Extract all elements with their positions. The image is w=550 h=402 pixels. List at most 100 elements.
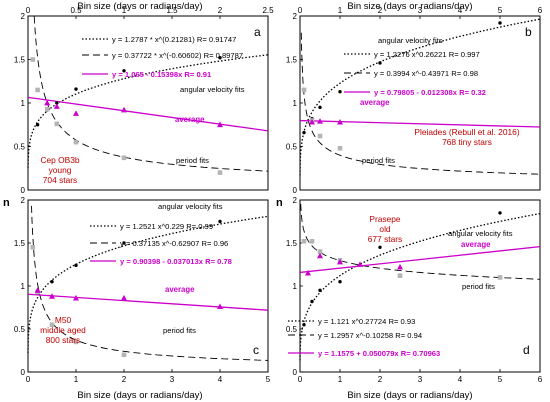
legend-text-dashed: y = 0.3994 x^-0.43971 R= 0.98 — [374, 69, 478, 78]
x-tick-label: 2 — [378, 6, 383, 15]
x-tick-label: 3 — [418, 375, 423, 384]
bottom-xlabel: Bin size (days or radians/day) — [77, 390, 202, 401]
x-tick-label: 2 — [122, 375, 127, 384]
angular-velocity-point — [55, 101, 59, 105]
period-fit-curve — [31, 205, 269, 361]
cluster-label-line: young — [49, 165, 72, 175]
angular-velocity-point — [74, 263, 78, 268]
x-tick-label: 0 — [26, 375, 31, 384]
y-tick-label: 1 — [293, 99, 298, 108]
y-tick-label: 0.5 — [286, 325, 298, 334]
y-tick-label: 2 — [21, 12, 26, 21]
x-tick-label: 1 — [74, 375, 79, 384]
angular-velocity-fits-label: angular velocity fits — [448, 229, 513, 238]
angular-velocity-point — [498, 21, 502, 25]
period-point — [301, 87, 307, 93]
period-point — [73, 139, 79, 145]
average-point — [121, 294, 127, 301]
legend-text-dotted: y = 1.121 x^0.27724 R= 0.93 — [318, 317, 415, 326]
angular-velocity-point — [318, 105, 322, 110]
average-fit-line — [27, 96, 269, 132]
period-point — [317, 249, 323, 254]
angular-velocity-point — [338, 280, 342, 284]
x-tick-label: 0 — [298, 6, 303, 15]
angular-velocity-fit-curve — [27, 215, 269, 354]
x-tick-label: 2 — [378, 375, 383, 384]
period-point — [217, 170, 223, 175]
period-fits-label: period fits — [176, 156, 209, 165]
panel-d: 0 1 2 3 4 5 6 0 0.5 1 1.5 2 y = 1.121 x^0.27724 R= 0… — [286, 196, 543, 384]
panel-frame — [299, 199, 541, 373]
x-tick-label: 1 — [338, 6, 343, 15]
cluster-label-line: 800 stars — [46, 335, 80, 345]
cluster-label-line: Pleiades (Rebull et al. 2016) — [414, 127, 519, 137]
panel-a: 0 0.5 1 1.5 2 2.5 0 0.5 1 1.5 2 y = 1.2787 * x^(0.2… — [14, 6, 274, 195]
x-tick-label: 0 — [298, 375, 303, 384]
legend-text-dashed: y = 0.37722 * x^(-0.60602) R= 0.89787 — [112, 51, 243, 60]
x-tick-label: 3 — [418, 6, 423, 15]
y-tick-label: 2 — [293, 196, 298, 205]
y-tick-label: 0 — [21, 186, 26, 195]
x-tick-label: 2 — [218, 6, 223, 15]
cluster-label-line: old — [379, 224, 391, 234]
angular-velocity-fits-label: angular velocity fits — [180, 85, 245, 94]
cluster-label-line: 704 stars — [43, 175, 77, 185]
legend-text-magenta: y = 0.90398 - 0.037013x R= 0.78 — [120, 257, 232, 266]
period-point — [317, 133, 323, 139]
average-point — [317, 118, 323, 124]
panel-letter-b: b — [525, 25, 532, 39]
x-tick-label: 0 — [26, 6, 31, 15]
legend-text-magenta: y = 1.065 - 0.15398x R= 0.91 — [112, 70, 212, 79]
legend-text-dotted: y = 1.2276 x^0.26221 R= 0.997 — [374, 50, 480, 59]
legend-text-dashed: y = 1.2957 x^-0.10258 R= 0.94 — [318, 331, 422, 340]
angular-velocity-point — [218, 56, 222, 60]
x-tick-label: 1 — [338, 375, 343, 384]
legend-text-magenta: y = 1.1575 + 0.050079x R= 0.70963 — [318, 349, 440, 358]
period-fit-curve — [300, 32, 541, 175]
cluster-label-line: 768 tiny stars — [442, 137, 492, 147]
bottom-xlabel-right: Bin size (days or radians/day) — [347, 390, 472, 401]
average-point — [73, 294, 79, 301]
angular-velocity-point — [498, 211, 502, 215]
angular-velocity-point — [50, 280, 54, 284]
cluster-label-line: 677 stars — [368, 234, 402, 244]
average-label: average — [360, 98, 390, 107]
panel-letter-d: d — [523, 343, 530, 357]
y-tick-label: 1.5 — [286, 239, 298, 248]
angular-velocity-point — [302, 323, 306, 327]
average-point — [357, 261, 363, 267]
period-point — [337, 145, 343, 151]
top-xlabel: Bin size (days or radians/day) — [77, 1, 202, 12]
angular-velocity-point — [378, 245, 382, 249]
angular-velocity-point — [378, 61, 382, 65]
x-tick-label: 1 — [122, 6, 127, 15]
period-point — [30, 245, 36, 250]
y-tick-label: 0 — [293, 186, 298, 195]
period-point — [301, 238, 307, 244]
period-point — [49, 322, 55, 327]
average-point — [73, 110, 79, 116]
y-tick-label: 0.5 — [14, 325, 26, 334]
cluster-label-line: middle aged — [40, 325, 86, 335]
period-fits-label: period fits — [163, 326, 196, 335]
average-fit-line — [299, 245, 541, 274]
x-tick-label: 5 — [498, 6, 503, 15]
period-point — [309, 238, 315, 244]
average-point — [121, 106, 127, 113]
x-tick-label: 0.5 — [70, 6, 82, 15]
average-label: average — [175, 115, 205, 124]
average-point — [44, 99, 51, 106]
angular-velocity-point — [74, 87, 78, 91]
average-label: average — [165, 285, 195, 294]
average-point — [397, 263, 403, 270]
average-point — [53, 103, 60, 109]
period-fits-label: period fits — [462, 282, 495, 291]
average-point — [317, 252, 323, 259]
legend-text-magenta: y = 0.79805 - 0.012308x R= 0.32 — [374, 88, 486, 97]
x-tick-label: 5 — [266, 375, 271, 384]
x-tick-label: 4 — [458, 6, 463, 15]
panel-frame — [299, 15, 541, 191]
cluster-label-line: M50 — [55, 315, 72, 325]
average-point — [217, 303, 223, 310]
